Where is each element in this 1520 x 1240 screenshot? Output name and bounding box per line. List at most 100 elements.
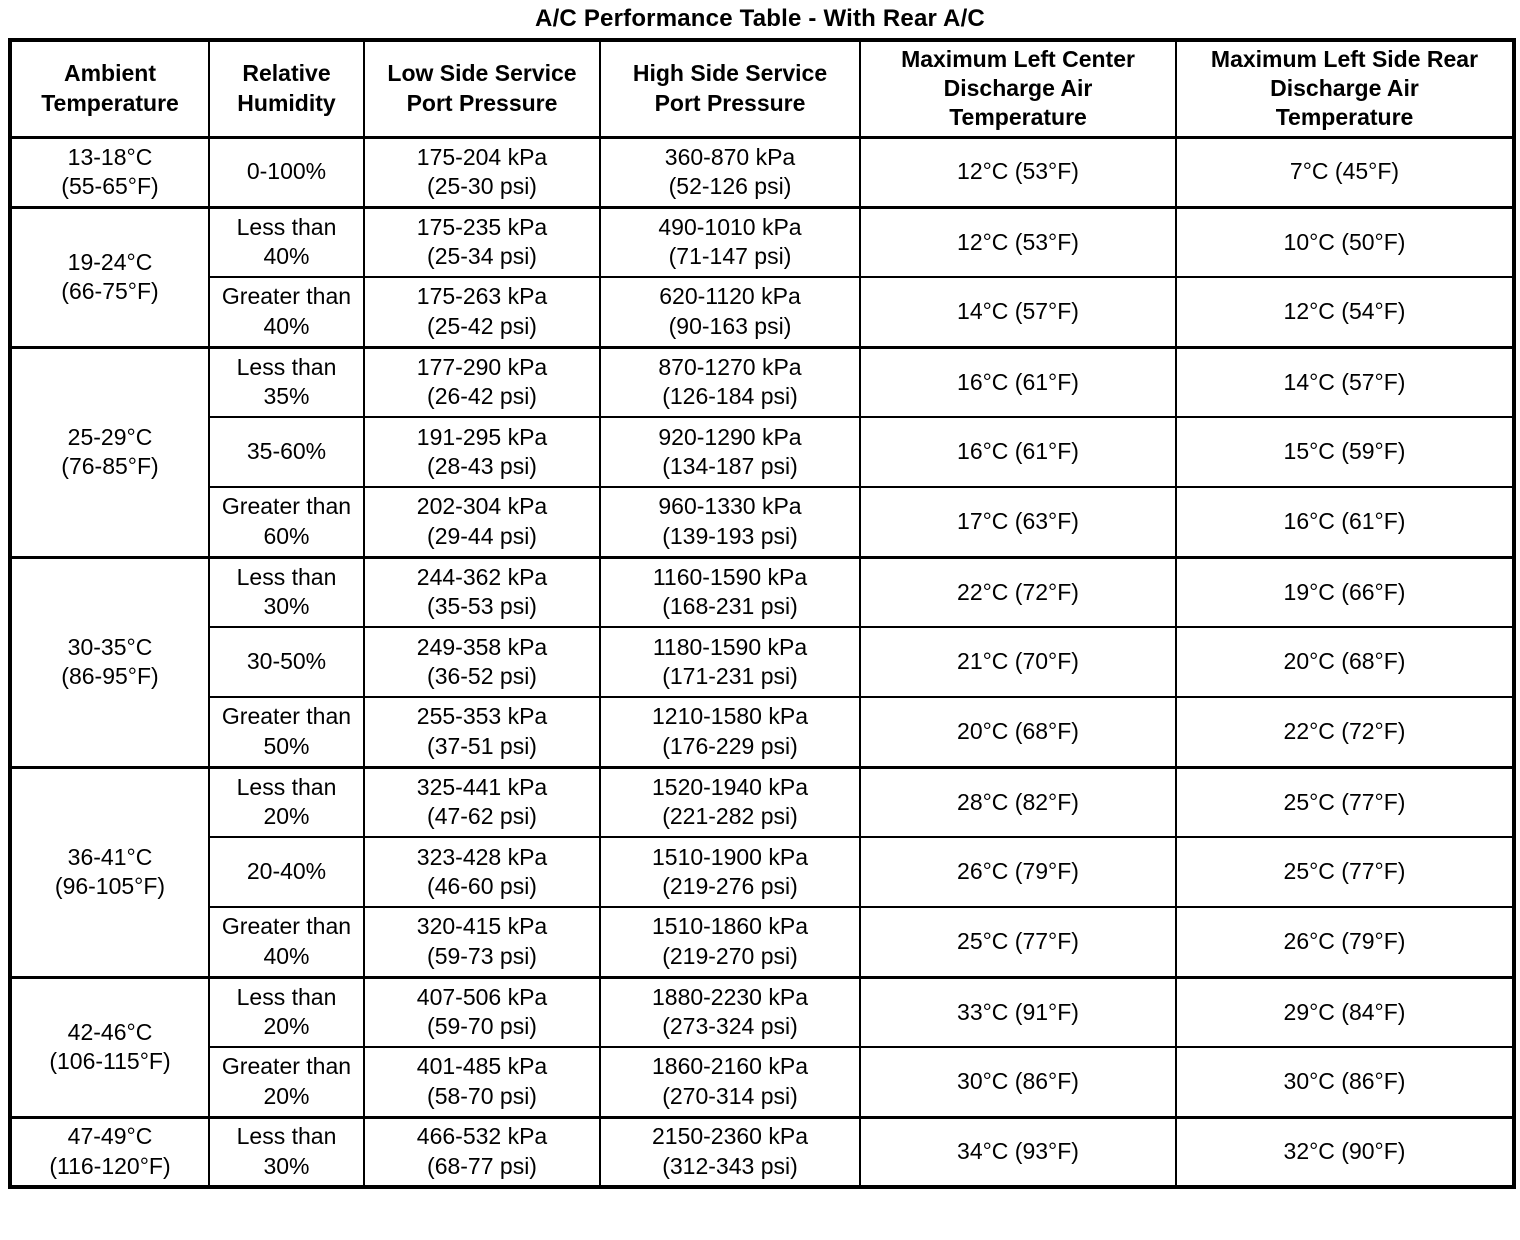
header-row: Ambient Temperature Relative Humidity Low Si… bbox=[9, 39, 1515, 139]
ambient-temperature-cell: 25-29°C (76-85°F) bbox=[9, 345, 210, 558]
column-header-relative-humidity: Relative Humidity bbox=[208, 39, 365, 139]
relative-humidity-cell: 35-60% bbox=[208, 416, 365, 488]
table-row: 42-46°C (106-115°F) Less than 20% 407-506 kP… bbox=[9, 975, 1515, 1118]
table-row: Greater than 40% 175-263 kPa (25-42 psi) 620… bbox=[10, 276, 1515, 348]
ambient-temperature-cell: 47-49°C (116-120°F) bbox=[9, 1115, 210, 1188]
relative-humidity-cell: Greater than 50% bbox=[208, 696, 365, 768]
low-side-pressure-cell: 401-485 kPa (58-70 psi) bbox=[363, 1046, 601, 1118]
max-rear-discharge-temp-cell: 26°C (79°F) bbox=[1175, 906, 1515, 978]
max-center-discharge-temp-cell: 17°C (63°F) bbox=[859, 486, 1177, 558]
relative-humidity-cell: Less than 20% bbox=[208, 765, 365, 838]
max-rear-discharge-temp-cell: 14°C (57°F) bbox=[1175, 345, 1515, 418]
table-body: 13-18°C (55-65°F) 0-100% 175-204 kPa (25-30 … bbox=[9, 135, 1515, 1188]
high-side-pressure-cell: 1180-1590 kPa (171-231 psi) bbox=[599, 626, 861, 698]
max-rear-discharge-temp-cell: 10°C (50°F) bbox=[1175, 205, 1515, 278]
table-row: 47-49°C (116-120°F) Less than 30% 466-532 kP… bbox=[9, 1115, 1515, 1188]
high-side-pressure-cell: 1520-1940 kPa (221-282 psi) bbox=[599, 765, 861, 838]
low-side-pressure-cell: 320-415 kPa (59-73 psi) bbox=[363, 906, 601, 978]
max-center-discharge-temp-cell: 30°C (86°F) bbox=[859, 1046, 1177, 1118]
high-side-pressure-cell: 1210-1580 kPa (176-229 psi) bbox=[599, 696, 861, 768]
table-row: 30-35°C (86-95°F) Less than 30% 244-362 kPa(… bbox=[9, 555, 1515, 768]
column-header-ambient-temperature: Ambient Temperature bbox=[9, 39, 210, 139]
max-rear-discharge-temp-cell: 25°C (77°F) bbox=[1175, 836, 1515, 908]
table-row: 13-18°C (55-65°F) 0-100% 175-204 kPa (25-30 … bbox=[9, 135, 1515, 208]
high-side-pressure-cell: 360-870 kPa (52-126 psi) bbox=[599, 135, 861, 208]
high-side-pressure-cell: 960-1330 kPa (139-193 psi) bbox=[599, 486, 861, 558]
relative-humidity-cell: Greater than 60% bbox=[208, 486, 365, 558]
max-center-discharge-temp-cell: 12°C (53°F) bbox=[859, 135, 1177, 208]
low-side-pressure-cell: 407-506 kPa (59-70 psi) bbox=[363, 975, 601, 1048]
low-side-pressure-cell: 191-295 kPa (28-43 psi) bbox=[363, 416, 601, 488]
table-row: Greater than 60% 202-304 kPa (29-44 psi) 960… bbox=[10, 486, 1515, 558]
max-center-discharge-temp-cell: 33°C (91°F) bbox=[859, 975, 1177, 1048]
max-rear-discharge-temp-cell: 20°C (68°F) bbox=[1175, 626, 1515, 698]
max-center-discharge-temp-cell: 22°C (72°F) bbox=[859, 555, 1177, 628]
table-row: 36-41°C (96-105°F) Less than 20% 325-441 kPa… bbox=[9, 765, 1515, 978]
ambient-temperature-cell: 30-35°C (86-95°F) bbox=[9, 555, 210, 768]
table-header: Ambient Temperature Relative Humidity Low Si… bbox=[9, 39, 1515, 139]
max-rear-discharge-temp-cell: 19°C (66°F) bbox=[1175, 555, 1515, 628]
relative-humidity-cell: Greater than 40% bbox=[208, 276, 365, 348]
column-header-max-left-center-discharge-air-temperature: Maximum Left Center Discharge Air Temperat… bbox=[859, 39, 1177, 139]
column-header-max-left-side-rear-discharge-air-temperature: Maximum Left Side Rear Discharge Air Tempe… bbox=[1175, 39, 1515, 139]
low-side-pressure-cell: 175-204 kPa (25-30 psi) bbox=[363, 135, 601, 208]
max-center-discharge-temp-cell: 21°C (70°F) bbox=[859, 626, 1177, 698]
ambient-temperature-cell: 42-46°C (106-115°F) bbox=[9, 975, 210, 1118]
low-side-pressure-cell: 255-353 kPa (37-51 psi) bbox=[363, 696, 601, 768]
max-rear-discharge-temp-cell: 15°C (59°F) bbox=[1175, 416, 1515, 488]
low-side-pressure-cell: 323-428 kPa (46-60 psi) bbox=[363, 836, 601, 908]
high-side-pressure-cell: 1860-2160 kPa (270-314 psi) bbox=[599, 1046, 861, 1118]
low-side-pressure-cell: 466-532 kPa (68-77 psi) bbox=[363, 1115, 601, 1188]
column-header-low-side-service-port-pressure: Low Side Service Port Pressure bbox=[363, 39, 601, 139]
max-center-discharge-temp-cell: 12°C (53°F) bbox=[859, 205, 1177, 278]
max-rear-discharge-temp-cell: 32°C (90°F) bbox=[1175, 1115, 1515, 1188]
high-side-pressure-cell: 920-1290 kPa (134-187 psi) bbox=[599, 416, 861, 488]
max-rear-discharge-temp-cell: 29°C (84°F) bbox=[1175, 975, 1515, 1048]
table-row: 35-60% 191-295 kPa (28-43 psi) 920-1290 kPa… bbox=[10, 416, 1515, 488]
low-side-pressure-cell: 175-263 kPa (25-42 psi) bbox=[363, 276, 601, 348]
max-center-discharge-temp-cell: 28°C (82°F) bbox=[859, 765, 1177, 838]
relative-humidity-cell: Less than 20% bbox=[208, 975, 365, 1048]
ambient-temperature-cell: 13-18°C (55-65°F) bbox=[9, 135, 210, 208]
low-side-pressure-cell: 175-235 kPa (25-34 psi) bbox=[363, 205, 601, 278]
max-center-discharge-temp-cell: 20°C (68°F) bbox=[859, 696, 1177, 768]
high-side-pressure-cell: 870-1270 kPa (126-184 psi) bbox=[599, 345, 861, 418]
ambient-temperature-cell: 19-24°C (66-75°F) bbox=[9, 205, 210, 348]
low-side-pressure-cell: 202-304 kPa (29-44 psi) bbox=[363, 486, 601, 558]
table-row: 25-29°C (76-85°F) Less than 35% 177-290 kPa(… bbox=[9, 345, 1515, 558]
document-page: A/C Performance Table - With Rear A/C Am… bbox=[8, 5, 1516, 1189]
max-rear-discharge-temp-cell: 16°C (61°F) bbox=[1175, 486, 1515, 558]
max-center-discharge-temp-cell: 26°C (79°F) bbox=[859, 836, 1177, 908]
max-rear-discharge-temp-cell: 30°C (86°F) bbox=[1175, 1046, 1515, 1118]
relative-humidity-cell: 20-40% bbox=[208, 836, 365, 908]
max-center-discharge-temp-cell: 34°C (93°F) bbox=[859, 1115, 1177, 1188]
table-row: Greater than 50% 255-353 kPa (37-51 psi) 121… bbox=[10, 696, 1515, 768]
relative-humidity-cell: Less than 30% bbox=[208, 1115, 365, 1188]
relative-humidity-cell: Less than 35% bbox=[208, 345, 365, 418]
max-rear-discharge-temp-cell: 7°C (45°F) bbox=[1175, 135, 1515, 208]
relative-humidity-cell: Greater than 40% bbox=[208, 906, 365, 978]
ambient-temperature-cell: 36-41°C (96-105°F) bbox=[9, 765, 210, 978]
table-row: 30-50% 249-358 kPa (36-52 psi) 1180-1590 kP… bbox=[10, 626, 1515, 698]
max-center-discharge-temp-cell: 16°C (61°F) bbox=[859, 345, 1177, 418]
relative-humidity-cell: Less than 40% bbox=[208, 205, 365, 278]
low-side-pressure-cell: 325-441 kPa (47-62 psi) bbox=[363, 765, 601, 838]
low-side-pressure-cell: 177-290 kPa (26-42 psi) bbox=[363, 345, 601, 418]
page-title: A/C Performance Table - With Rear A/C bbox=[535, 5, 985, 32]
low-side-pressure-cell: 249-358 kPa (36-52 psi) bbox=[363, 626, 601, 698]
max-rear-discharge-temp-cell: 22°C (72°F) bbox=[1175, 696, 1515, 768]
max-center-discharge-temp-cell: 25°C (77°F) bbox=[859, 906, 1177, 978]
column-header-high-side-service-port-pressure: High Side Service Port Pressure bbox=[599, 39, 861, 139]
max-center-discharge-temp-cell: 16°C (61°F) bbox=[859, 416, 1177, 488]
relative-humidity-cell: 0-100% bbox=[208, 135, 365, 208]
max-rear-discharge-temp-cell: 12°C (54°F) bbox=[1175, 276, 1515, 348]
low-side-pressure-cell: 244-362 kPa (35-53 psi) bbox=[363, 555, 601, 628]
high-side-pressure-cell: 2150-2360 kPa (312-343 psi) bbox=[599, 1115, 861, 1188]
relative-humidity-cell: Greater than 20% bbox=[208, 1046, 365, 1118]
high-side-pressure-cell: 1510-1900 kPa (219-276 psi) bbox=[599, 836, 861, 908]
max-rear-discharge-temp-cell: 25°C (77°F) bbox=[1175, 765, 1515, 838]
high-side-pressure-cell: 490-1010 kPa (71-147 psi) bbox=[599, 205, 861, 278]
ac-performance-table: Ambient Temperature Relative Humidity Low Si… bbox=[8, 38, 1516, 1189]
relative-humidity-cell: Less than 30% bbox=[208, 555, 365, 628]
max-center-discharge-temp-cell: 14°C (57°F) bbox=[859, 276, 1177, 348]
